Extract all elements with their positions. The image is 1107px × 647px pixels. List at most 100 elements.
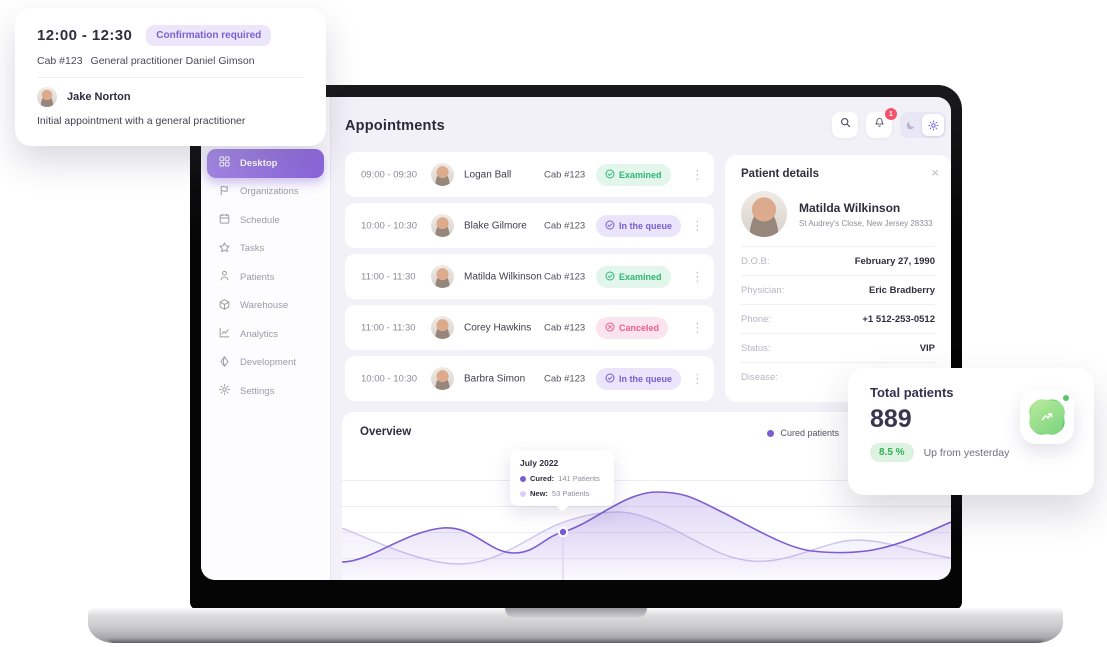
avatar <box>431 163 454 186</box>
detail-row: Status: VIP <box>741 333 935 362</box>
star-icon <box>218 241 231 257</box>
cab-label: Cab #123 <box>544 373 586 384</box>
sidebar-item-patients[interactable]: Patients <box>207 263 324 292</box>
check-circle-icon <box>605 168 615 181</box>
status-badge: Canceled <box>596 316 669 339</box>
appointment-time: 10:00 - 10:30 <box>361 373 417 384</box>
sidebar-item-label: Tasks <box>240 243 265 255</box>
sidebar-item-desktop[interactable]: Desktop <box>207 149 324 178</box>
diamond-icon <box>218 355 231 371</box>
avatar <box>431 214 454 237</box>
check-circle-icon <box>605 219 615 232</box>
total-patients-title: Total patients <box>870 385 954 400</box>
sidebar-item-tasks[interactable]: Tasks <box>207 235 324 264</box>
sidebar-item-label: Schedule <box>240 214 280 226</box>
sidebar-item-label: Organizations <box>240 186 299 198</box>
chart-tooltip: July 2022 Cured: 141 Patients New: 53 Pa… <box>510 450 614 506</box>
moon-icon[interactable] <box>900 120 921 131</box>
check-circle-icon <box>605 270 615 283</box>
popup-time-range: 12:00 - 12:30 <box>37 27 133 44</box>
sidebar: Desktop Organizations Schedule Tasks Pat… <box>201 97 330 580</box>
row-menu-button[interactable]: ⋮ <box>691 166 704 182</box>
patient-name: Logan Ball <box>464 169 512 180</box>
search-icon <box>839 116 852 134</box>
overview-title: Overview <box>360 426 412 438</box>
new-dot <box>520 490 526 497</box>
avatar <box>37 87 57 107</box>
row-menu-button[interactable]: ⋮ <box>691 268 704 284</box>
status-dot <box>1063 395 1069 401</box>
patient-name: Blake Gilmore <box>464 220 527 231</box>
sidebar-item-label: Patients <box>240 271 275 283</box>
total-patients-card: Total patients 889 8.5 % Up from yesterd… <box>848 368 1094 495</box>
sun-icon[interactable] <box>922 114 944 136</box>
popup-cab-label: Cab #123 <box>37 55 83 67</box>
laptop-frame: Desktop Organizations Schedule Tasks Pat… <box>190 85 962 610</box>
total-patients-value: 889 <box>870 405 912 433</box>
sidebar-item-label: Desktop <box>240 157 278 169</box>
detail-row: Phone: +1 512-253-0512 <box>741 304 935 333</box>
appointment-row[interactable]: 11:00 - 11:30 Corey Hawkins Cab #123 Can… <box>345 305 714 350</box>
patient-name: Matilda Wilkinson <box>464 271 542 282</box>
tooltip-row: Cured: 141 Patients <box>520 474 604 483</box>
appointment-row[interactable]: 09:00 - 09:30 Logan Ball Cab #123 Examin… <box>345 152 714 197</box>
avatar <box>741 191 787 237</box>
x-circle-icon <box>605 321 615 334</box>
sidebar-item-development[interactable]: Development <box>207 349 324 378</box>
theme-toggle[interactable] <box>900 112 946 138</box>
sidebar-item-label: Settings <box>240 385 275 397</box>
appointments-list: 09:00 - 09:30 Logan Ball Cab #123 Examin… <box>345 152 714 407</box>
cured-dot <box>520 475 526 482</box>
sidebar-nav: Desktop Organizations Schedule Tasks Pat… <box>207 149 324 406</box>
panel-title: Patient details <box>741 168 819 180</box>
status-badge: In the queue <box>596 367 682 390</box>
header-actions: 1 <box>832 108 946 138</box>
cab-label: Cab #123 <box>544 271 586 282</box>
sidebar-item-settings[interactable]: Settings <box>207 377 324 406</box>
grid-icon <box>218 155 231 171</box>
patient-profile: Matilda Wilkinson St Audrey's Close, New… <box>741 191 935 237</box>
cab-label: Cab #123 <box>544 322 586 333</box>
row-menu-button[interactable]: ⋮ <box>691 319 704 335</box>
dashboard-screen: Desktop Organizations Schedule Tasks Pat… <box>201 97 951 580</box>
page-title: Appointments <box>345 118 445 134</box>
notifications-button[interactable]: 1 <box>866 108 897 138</box>
change-badge: 8.5 % <box>870 443 914 462</box>
user-icon <box>218 269 231 285</box>
row-menu-button[interactable]: ⋮ <box>691 217 704 233</box>
appointment-popup-card: 12:00 - 12:30 Confirmation required Cab … <box>15 8 326 146</box>
sidebar-item-warehouse[interactable]: Warehouse <box>207 292 324 321</box>
appointment-row[interactable]: 11:00 - 11:30 Matilda Wilkinson Cab #123… <box>345 254 714 299</box>
change-caption: Up from yesterday <box>923 446 1010 459</box>
appointment-row[interactable]: 10:00 - 10:30 Blake Gilmore Cab #123 In … <box>345 203 714 248</box>
search-button[interactable] <box>832 112 858 138</box>
gear-icon <box>218 383 231 399</box>
status-badge: In the queue <box>596 214 682 237</box>
appointment-time: 09:00 - 09:30 <box>361 169 417 180</box>
chart-icon <box>218 326 231 342</box>
sidebar-item-label: Warehouse <box>240 300 289 312</box>
avatar <box>431 367 454 390</box>
status-badge: Examined <box>596 163 671 186</box>
appointment-row[interactable]: 10:00 - 10:30 Barbra Simon Cab #123 In t… <box>345 356 714 401</box>
flag-icon <box>218 184 231 200</box>
sidebar-item-organizations[interactable]: Organizations <box>207 178 324 207</box>
sidebar-item-label: Development <box>240 357 296 369</box>
popup-attendee-name: Jake Norton <box>67 91 131 103</box>
trend-icon-container <box>1020 390 1074 444</box>
avatar <box>431 316 454 339</box>
highlighted-data-point <box>557 526 569 538</box>
patient-name: Corey Hawkins <box>464 322 532 333</box>
bell-icon <box>873 116 886 134</box>
detail-row: D.O.B: February 27, 1990 <box>741 246 935 275</box>
row-menu-button[interactable]: ⋮ <box>691 370 704 386</box>
calendar-icon <box>218 212 231 228</box>
detail-row: Disease: <box>741 362 935 391</box>
tooltip-row: New: 53 Patients <box>520 489 604 498</box>
status-badge: Examined <box>596 265 671 288</box>
sidebar-item-analytics[interactable]: Analytics <box>207 320 324 349</box>
close-icon[interactable]: × <box>931 165 939 180</box>
sidebar-item-schedule[interactable]: Schedule <box>207 206 324 235</box>
patient-details-panel: Patient details × Matilda Wilkinson St A… <box>725 155 951 402</box>
detail-row: Physician: Eric Bradberry <box>741 275 935 304</box>
